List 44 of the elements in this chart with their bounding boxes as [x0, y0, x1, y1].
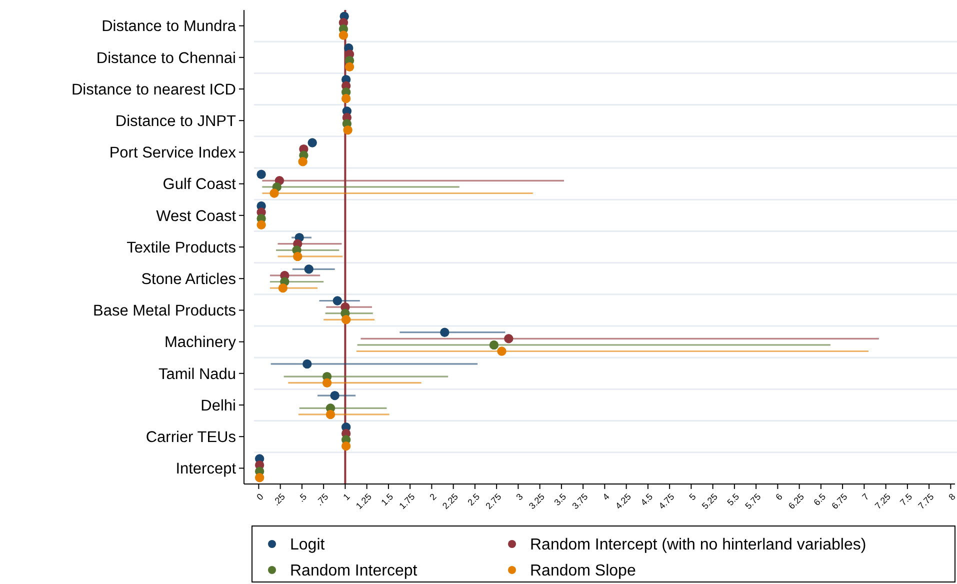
legend-label: Random Intercept (with no hinterland variables) [530, 536, 866, 554]
x-tick-label: 7 [860, 492, 871, 502]
x-tick-label: 1 [341, 492, 352, 502]
x-tick-label: 2 [428, 492, 438, 502]
x-tick-label: 8 [946, 492, 957, 502]
x-tick-label: 7.5 [898, 492, 914, 508]
x-tick-label: 5 [687, 492, 698, 502]
x-tick-label: 1.5 [379, 492, 396, 508]
legend-label: Logit [290, 536, 326, 554]
x-tick-label: .5 [296, 492, 309, 504]
y-tick-label: Distance to nearest ICD [71, 81, 236, 98]
x-tick-label: 4.75 [656, 492, 676, 512]
x-tick-label: 6 [774, 492, 784, 502]
y-tick-label: Carrier TEUs [146, 429, 236, 446]
x-tick-label: 3 [514, 492, 525, 502]
x-tick-label: 7.25 [872, 492, 892, 512]
x-tick-label: .75 [314, 492, 330, 508]
x-tick-label: 4.5 [638, 492, 655, 508]
y-tick-label: Delhi [200, 397, 236, 414]
y-tick-label: Distance to JNPT [115, 113, 237, 130]
legend-label: Random Slope [530, 562, 636, 580]
legend-label: Random Intercept [290, 562, 418, 580]
x-tick-label: 6.5 [812, 492, 828, 508]
y-tick-label: West Coast [156, 208, 237, 225]
y-tick-label: Distance to Mundra [102, 18, 236, 36]
x-tick-label: 2.5 [466, 492, 482, 508]
x-tick-label: 4.25 [613, 492, 633, 512]
x-tick-label: 7.75 [916, 492, 936, 512]
y-tick-label: Distance to Chennai [96, 50, 236, 67]
y-tick-label: Base Metal Products [92, 302, 236, 320]
x-tick-label: 6.75 [830, 492, 850, 512]
y-tick-label: Stone Articles [141, 271, 236, 288]
x-tick-label: 4 [600, 492, 612, 502]
y-tick-label: Machinery [164, 334, 236, 352]
y-tick-label: Tamil Nadu [158, 366, 236, 383]
y-tick-label: Intercept [176, 460, 237, 478]
x-tick-label: 3.5 [552, 492, 568, 508]
x-tick-label: .25 [271, 492, 287, 508]
x-tick-label: 5.5 [725, 492, 742, 508]
y-tick-label: Port Service Index [109, 144, 236, 162]
y-tick-label: Textile Products [126, 239, 236, 256]
x-tick-label: 0 [254, 492, 266, 502]
x-tick-label: 6.25 [786, 492, 806, 512]
y-tick-label: Gulf Coast [162, 176, 237, 194]
